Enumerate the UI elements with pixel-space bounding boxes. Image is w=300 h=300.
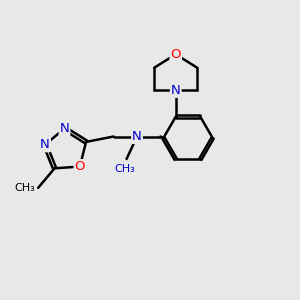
Text: CH₃: CH₃ xyxy=(115,164,135,173)
Text: N: N xyxy=(60,122,69,135)
Text: N: N xyxy=(132,130,142,143)
Text: N: N xyxy=(40,138,50,151)
Text: N: N xyxy=(171,84,181,97)
Text: O: O xyxy=(170,48,181,61)
Text: CH₃: CH₃ xyxy=(14,183,35,193)
Text: O: O xyxy=(75,160,85,173)
